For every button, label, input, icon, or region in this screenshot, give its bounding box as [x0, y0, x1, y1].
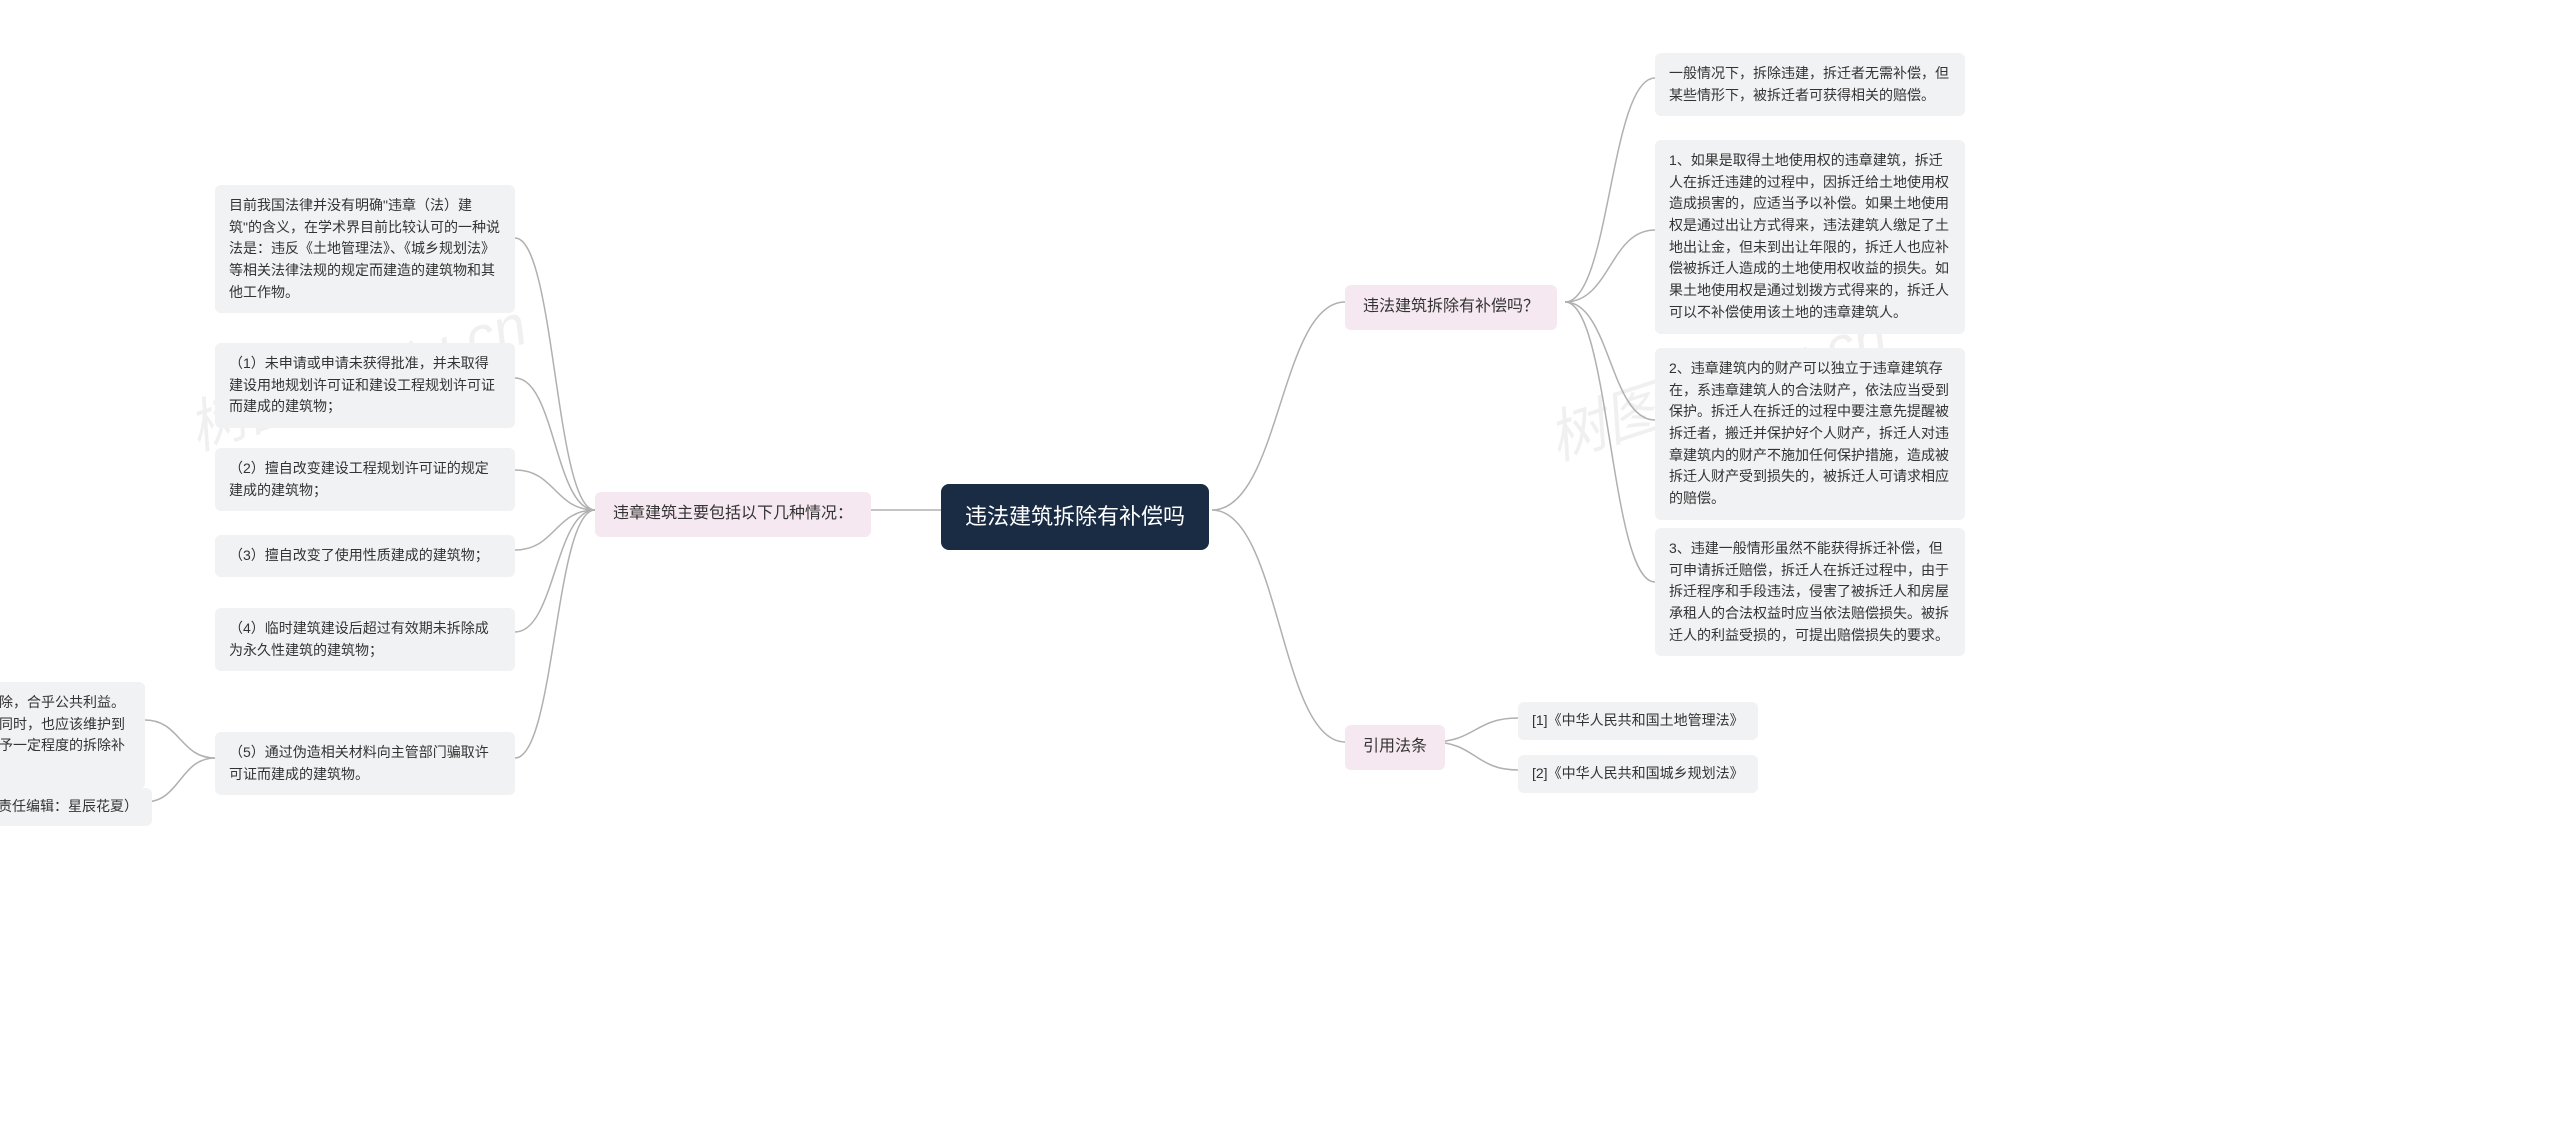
right1-leaf-3: 3、违建一般情形虽然不能获得拆迁补偿，但可申请拆迁赔偿，拆迁人在拆迁过程中，由于…	[1655, 528, 1965, 656]
root-node: 违法建筑拆除有补偿吗	[941, 484, 1209, 550]
right1-leaf-0: 一般情况下，拆除违建，拆迁者无需补偿，但某些情形下，被拆迁者可获得相关的赔偿。	[1655, 53, 1965, 116]
right-branch-1: 违法建筑拆除有补偿吗？	[1345, 285, 1557, 330]
right1-leaf-2: 2、违章建筑内的财产可以独立于违章建筑存在，系违章建筑人的合法财产，依法应当受到…	[1655, 348, 1965, 520]
left-leaf-4: （4）临时建筑建设后超过有效期未拆除成为永久性建筑的建筑物；	[215, 608, 515, 671]
left-subleaf-0: 对于一些违法建筑的拆除，合乎公共利益。但是在取缔违法建筑的同时，也应该维护到这些…	[0, 682, 145, 789]
right2-leaf-0: [1]《中华人民共和国土地管理法》	[1518, 702, 1758, 740]
left-leaf-2: （2）擅自改变建设工程规划许可证的规定建成的建筑物；	[215, 448, 515, 511]
left-branch: 违章建筑主要包括以下几种情况：	[595, 492, 871, 537]
left-leaf-3: （3）擅自改变了使用性质建成的建筑物；	[215, 535, 515, 577]
left-leaf-5: （5）通过伪造相关材料向主管部门骗取许可证而建成的建筑物。	[215, 732, 515, 795]
left-leaf-0: 目前我国法律并没有明确"违章（法）建筑"的含义，在学术界目前比较认可的一种说法是…	[215, 185, 515, 313]
right2-leaf-1: [2]《中华人民共和国城乡规划法》	[1518, 755, 1758, 793]
right1-leaf-1: 1、如果是取得土地使用权的违章建筑，拆迁人在拆迁违建的过程中，因拆迁给土地使用权…	[1655, 140, 1965, 334]
left-subleaf-1: （责任编辑：星辰花夏）	[0, 788, 152, 826]
left-leaf-1: （1）未申请或申请未获得批准，并未取得建设用地规划许可证和建设工程规划许可证而建…	[215, 343, 515, 428]
right-branch-2: 引用法条	[1345, 725, 1445, 770]
